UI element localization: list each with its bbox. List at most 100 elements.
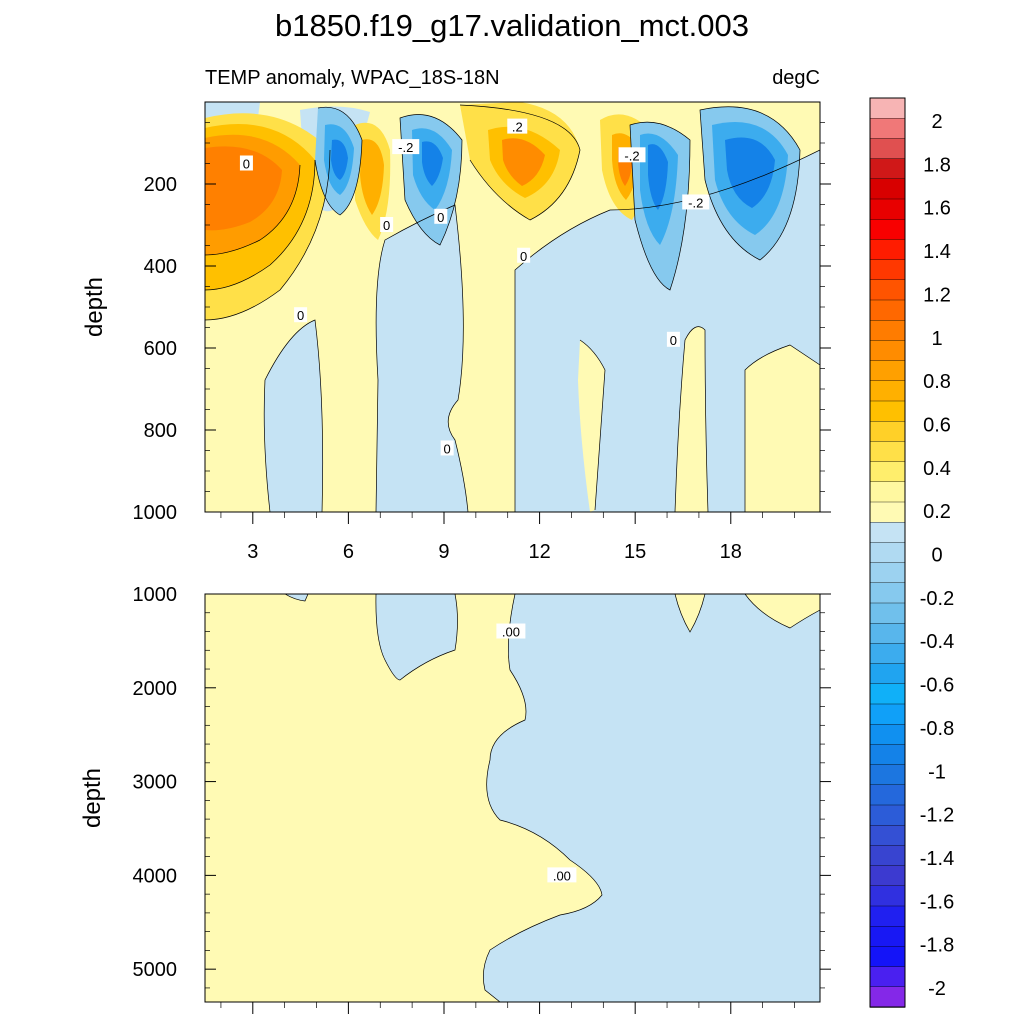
colorbar-swatch — [869, 582, 906, 604]
contour-label: -.2 — [624, 148, 639, 163]
contour-label: 0 — [297, 308, 304, 323]
contour-label: .2 — [512, 120, 523, 135]
x-tick-label: 3 — [247, 541, 258, 563]
lower-contour-fill — [205, 594, 820, 1002]
x-tick-label: 9 — [438, 541, 449, 563]
colorbar-label: -1.2 — [920, 805, 954, 827]
contour-label-bg — [440, 440, 454, 456]
contour-label-bg — [239, 155, 253, 171]
y-tick-label: 800 — [144, 420, 177, 442]
chart-title: b1850.f19_g17.validation_mct.003 — [275, 8, 749, 43]
colorbar-swatch — [869, 461, 906, 483]
y-tick-label: 4000 — [133, 865, 178, 887]
colorbar-label: 1.6 — [923, 198, 951, 220]
colorbar-swatch — [869, 966, 906, 988]
colorbar-label: -2 — [928, 978, 946, 1000]
y-tick-label: 1000 — [133, 584, 178, 606]
colorbar-swatch — [869, 683, 906, 705]
contour-label-bg — [507, 118, 528, 134]
colorbar-swatch — [869, 279, 906, 301]
colorbar-swatch — [869, 845, 906, 867]
colorbar-swatch — [869, 926, 906, 948]
colorbar-swatch — [869, 562, 906, 584]
colorbar-swatch — [869, 643, 906, 665]
colorbar-swatch — [869, 178, 906, 200]
colorbar-label: -0.8 — [920, 718, 954, 740]
colorbar-label: 2 — [931, 111, 942, 133]
colorbar-swatch — [869, 421, 906, 443]
contour-label: 0 — [670, 333, 677, 348]
y-tick-label: 600 — [144, 338, 177, 360]
colorbar-swatch — [869, 885, 906, 907]
x-tick-label: 15 — [624, 541, 646, 563]
contour-label: .00 — [502, 625, 520, 640]
contour-label-bg — [380, 217, 394, 232]
colorbar-swatch — [869, 825, 906, 847]
contour-label-bg — [666, 331, 680, 347]
contour-label-bg — [517, 247, 531, 263]
colorbar-swatch — [869, 865, 906, 887]
colorbar-label: 0.2 — [923, 501, 951, 523]
y-tick-label: 400 — [144, 256, 177, 278]
lower-panel: 1000 2000 3000 4000 5000 .00 .00 depth — [79, 584, 831, 1014]
contour-label-bg — [682, 194, 710, 210]
colorbar-swatch — [869, 623, 906, 645]
colorbar-swatch — [869, 97, 906, 119]
colorbar-swatch — [869, 299, 906, 321]
colorbar-label: -0.2 — [920, 588, 954, 610]
contour-label-bg — [618, 147, 646, 163]
colorbar-label: 1.2 — [923, 284, 951, 306]
colorbar-label: -1.6 — [920, 891, 954, 913]
lower-y-axis-label: depth — [79, 768, 106, 828]
colorbar-swatch — [869, 986, 906, 1008]
colorbar-swatch — [869, 804, 906, 826]
colorbar-label: 0.4 — [923, 458, 951, 480]
colorbar-swatch — [869, 239, 906, 261]
colorbar-label: -0.6 — [920, 675, 954, 697]
x-tick-label: 18 — [720, 541, 742, 563]
colorbar-swatch — [869, 218, 906, 241]
colorbar-swatch — [869, 481, 906, 503]
contour-label: .00 — [553, 868, 571, 883]
colorbar-swatch — [869, 724, 906, 746]
colorbar-swatch — [869, 542, 906, 564]
contour-label: 0 — [444, 441, 451, 456]
contour-label: 0 — [437, 210, 444, 225]
colorbar-label: -1 — [928, 761, 946, 783]
colorbar-swatch — [869, 501, 906, 523]
lower-frame — [204, 593, 821, 1003]
colorbar-swatch — [869, 744, 906, 766]
x-tick-label: 12 — [528, 541, 550, 563]
colorbar-swatch — [869, 198, 906, 220]
contour-label: 0 — [520, 249, 527, 264]
colorbar-swatch — [869, 522, 906, 544]
colorbar-swatch — [869, 946, 906, 968]
contour-label-bg — [496, 623, 526, 639]
colorbar-label: 0 — [931, 545, 942, 567]
colorbar-label: 0.6 — [923, 414, 951, 436]
colorbar-label: -0.4 — [920, 631, 954, 653]
colorbar-swatch — [869, 400, 906, 422]
colorbar-label: -1.8 — [920, 935, 954, 957]
y-tick-label: 1000 — [133, 502, 178, 524]
units-label: degC — [772, 67, 820, 89]
y-tick-label: 2000 — [133, 678, 178, 700]
x-tick-label: 6 — [343, 541, 354, 563]
colorbar-swatch — [869, 320, 906, 342]
chart-subtitle: TEMP anomaly, WPAC_18S-18N — [205, 67, 500, 89]
colorbar-swatch — [869, 360, 906, 382]
upper-panel: 200 400 600 800 1000 3 6 9 12 15 18 0 0 -.2 0 0 .2 0 -.2 -… — [81, 101, 831, 563]
y-tick-label: 5000 — [133, 959, 178, 981]
colorbar-label: 1.4 — [923, 241, 951, 263]
colorbar-swatch — [869, 441, 906, 463]
colorbar-swatch — [869, 340, 906, 362]
contour-label: 0 — [243, 157, 250, 172]
contour-label-bg — [434, 208, 448, 224]
upper-contour-fill — [205, 102, 820, 512]
contour-label-bg — [392, 139, 420, 155]
colorbar-swatch — [869, 602, 906, 624]
contour-label-bg — [547, 867, 577, 883]
contour-label: -.2 — [398, 140, 413, 155]
colorbar-swatch — [869, 138, 906, 160]
